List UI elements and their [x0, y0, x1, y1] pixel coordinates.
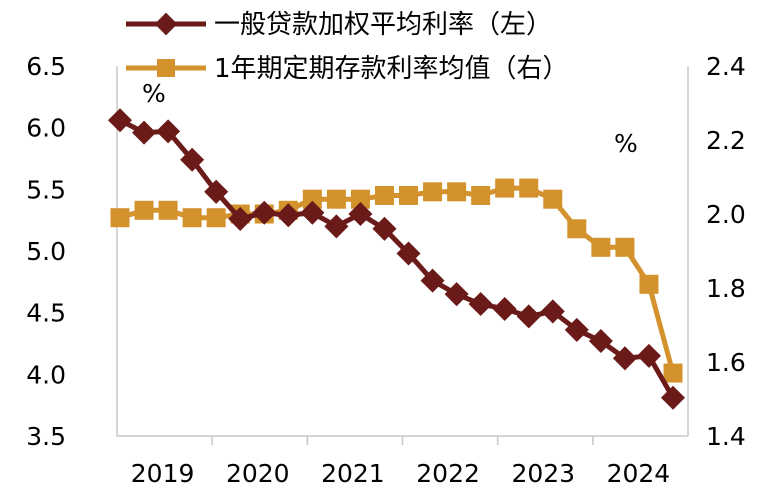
data-point-diamond — [420, 268, 445, 293]
right-tick-label: 2.2 — [706, 126, 746, 155]
legend: 一般贷款加权平均利率（左） 1年期定期存款利率均值（右） — [126, 10, 569, 84]
right-tick-label: 2.0 — [706, 200, 746, 229]
data-point-diamond — [300, 200, 325, 225]
data-point-diamond — [180, 147, 205, 172]
series-deposit-rate — [110, 178, 683, 383]
data-point-square — [158, 200, 178, 220]
data-point-square — [302, 189, 322, 209]
right-axis-ticks: 2.4 2.2 2.0 1.8 1.6 1.4 — [706, 52, 746, 451]
left-tick-label: 3.5 — [26, 422, 66, 451]
data-point-square — [423, 182, 443, 202]
data-point-square — [206, 208, 226, 228]
legend-label-loan: 一般贷款加权平均利率（左） — [214, 10, 552, 40]
right-tick-label: 1.6 — [706, 348, 746, 377]
left-axis-ticks: 6.5 6.0 5.5 5.0 4.5 4.0 3.5 — [26, 52, 66, 451]
data-point-square — [591, 237, 611, 257]
data-point-diamond — [228, 206, 253, 231]
legend-marker-loan — [154, 12, 178, 36]
data-point-diamond — [444, 282, 469, 307]
data-point-diamond — [276, 203, 301, 228]
x-tick-label: 2021 — [321, 459, 385, 488]
data-point-diamond — [396, 241, 421, 266]
data-point-diamond — [348, 201, 373, 227]
x-tick-label: 2023 — [511, 459, 575, 488]
right-tick-label: 2.4 — [706, 52, 746, 81]
x-tick-label: 2024 — [607, 459, 671, 488]
x-tick-label: 2020 — [226, 459, 290, 488]
data-point-diamond — [132, 120, 157, 145]
data-point-diamond — [324, 214, 349, 239]
data-point-diamond — [636, 343, 661, 368]
data-point-diamond — [156, 119, 181, 144]
left-axis-unit: % — [142, 79, 166, 108]
data-point-square — [543, 189, 563, 209]
data-point-square — [663, 363, 683, 383]
data-point-square — [182, 208, 202, 228]
x-tick-marks — [211, 436, 594, 445]
data-point-diamond — [516, 304, 541, 329]
data-point-square — [326, 189, 346, 209]
data-point-diamond — [492, 296, 517, 321]
data-point-square — [447, 182, 467, 202]
left-tick-label: 4.5 — [26, 299, 66, 328]
legend-label-deposit: 1年期定期存款利率均值（右） — [214, 54, 569, 84]
data-point-square — [615, 237, 635, 257]
data-point-square — [399, 186, 419, 205]
left-tick-label: 4.0 — [26, 360, 66, 389]
legend-marker-deposit — [157, 59, 175, 77]
left-tick-label: 6.0 — [26, 114, 66, 143]
data-point-square — [350, 189, 370, 209]
data-point-square — [471, 186, 491, 205]
right-axis-unit: % — [614, 129, 638, 158]
left-tick-label: 5.0 — [26, 237, 66, 266]
x-tick-label: 2019 — [131, 459, 195, 488]
data-point-diamond — [204, 179, 229, 204]
left-tick-label: 6.5 — [26, 52, 66, 81]
data-point-square — [519, 178, 539, 198]
right-tick-label: 1.4 — [706, 422, 746, 451]
series-loan-rate — [107, 108, 686, 410]
data-point-diamond — [372, 216, 397, 241]
x-tick-label: 2022 — [416, 459, 480, 488]
data-point-square — [134, 200, 154, 220]
right-tick-label: 1.8 — [706, 274, 746, 303]
series-line — [118, 118, 676, 400]
series-line — [119, 185, 676, 374]
data-point-square — [495, 178, 515, 198]
data-point-diamond — [468, 292, 493, 317]
left-tick-label: 5.5 — [26, 175, 66, 204]
data-point-square — [374, 186, 394, 205]
data-point-square — [110, 208, 130, 228]
x-axis-ticks: 2019 2020 2021 2022 2023 2024 — [131, 459, 670, 488]
data-point-diamond — [252, 200, 277, 225]
data-point-diamond — [107, 108, 133, 133]
data-point-square — [639, 274, 659, 294]
data-point-square — [567, 219, 587, 239]
data-point-diamond — [660, 385, 686, 410]
